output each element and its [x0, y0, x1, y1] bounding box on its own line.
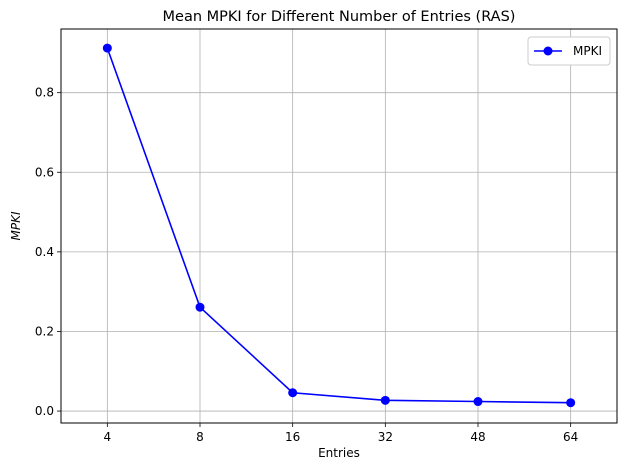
legend-box — [527, 36, 611, 66]
data-point — [195, 302, 205, 312]
chart-title: Mean MPKI for Different Number of Entrie… — [163, 9, 516, 25]
data-point — [102, 43, 112, 53]
data-point — [473, 397, 483, 407]
x-axis: 4 8 16 32 48 64 — [104, 423, 578, 444]
y-axis: 0.0 0.2 0.4 0.6 0.8 — [35, 86, 61, 418]
series-line — [106, 47, 571, 404]
data-point — [566, 398, 576, 408]
legend-label: MPKI — [573, 44, 602, 58]
y-axis-label: MPKI — [9, 211, 23, 240]
plot-frame — [60, 28, 618, 424]
data-point — [288, 388, 298, 398]
y-tick-label: 0.8 — [35, 86, 54, 100]
x-tick-label: 48 — [470, 430, 485, 444]
x-tick-label: 32 — [378, 430, 393, 444]
grid — [61, 29, 617, 423]
y-tick-label: 0.0 — [35, 404, 54, 418]
x-tick-label: 8 — [196, 430, 204, 444]
x-tick-label: 64 — [563, 430, 578, 444]
y-tick-label: 0.6 — [35, 165, 54, 179]
x-tick-label: 4 — [104, 430, 112, 444]
data-point — [380, 395, 390, 405]
legend[interactable]: MPKI — [527, 36, 611, 66]
x-axis-label: Entries — [318, 446, 360, 460]
legend-marker — [543, 46, 553, 56]
y-tick-label: 0.4 — [35, 245, 54, 259]
y-tick-label: 0.2 — [35, 324, 54, 338]
plot-series — [102, 43, 576, 408]
x-tick-label: 16 — [285, 430, 300, 444]
